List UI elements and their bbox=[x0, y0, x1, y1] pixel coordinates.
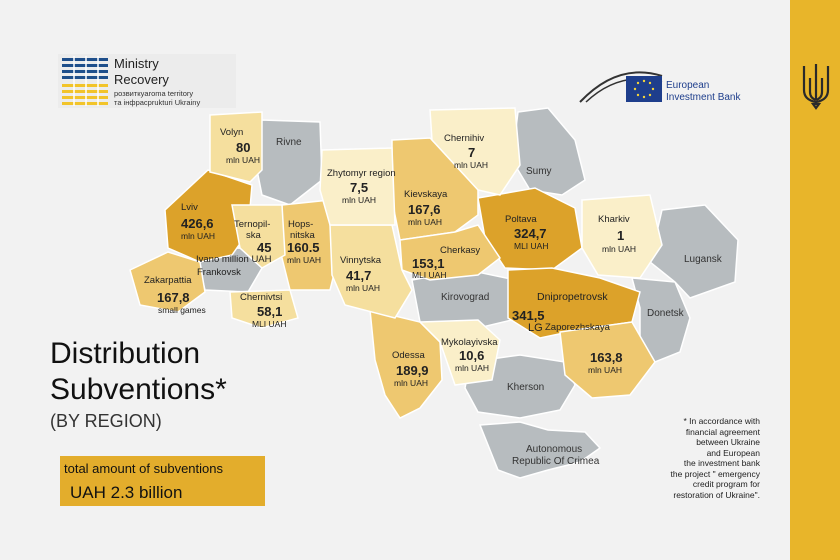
ministry-subtitle-1: розвиткуaroma territory bbox=[114, 89, 193, 98]
mykolaiv-value: 10,6 bbox=[459, 348, 484, 363]
khmelnytska-value: 160.5 bbox=[287, 240, 320, 255]
chernivtsi-value: 58,1 bbox=[257, 304, 282, 319]
total-box: total amount of subventions UAH 2.3 bill… bbox=[60, 456, 265, 506]
title-line-3: (BY REGION) bbox=[50, 408, 300, 434]
chernivtsi-name: Chernivtsi bbox=[240, 292, 282, 303]
side-bar bbox=[790, 0, 840, 560]
footnote-line: the investment bank bbox=[628, 458, 760, 469]
poltava-name: Poltava bbox=[505, 214, 537, 225]
ternopil-name-1: Ternopil- bbox=[234, 219, 270, 230]
ministry-subtitle-2: та інфрасprukturi Ukrainy bbox=[114, 98, 200, 107]
eib-logo: European Investment Bank bbox=[578, 66, 758, 104]
cherkasy-unit: MLI UAH bbox=[412, 270, 446, 280]
zhytomyr-value: 7,5 bbox=[350, 180, 368, 195]
footnote-line: credit program for bbox=[628, 479, 760, 490]
volyn-value: 80 bbox=[236, 140, 250, 155]
chernihiv-unit: mln UAH bbox=[454, 160, 488, 170]
luhansk-name: Lugansk bbox=[684, 254, 723, 265]
dnipro-value: 341,5 bbox=[512, 308, 545, 323]
dnipro-name: Dnipropetrovsk bbox=[537, 291, 608, 303]
volyn-name: Volyn bbox=[220, 127, 243, 138]
volyn-unit: mln UAH bbox=[226, 155, 260, 165]
zakarpattia-unit: small games bbox=[158, 305, 206, 315]
chernivtsi-unit: MLI UAH bbox=[252, 319, 286, 329]
trident-icon bbox=[800, 60, 832, 110]
poltava-unit: MLI UAH bbox=[514, 241, 548, 251]
vinnytsia-value: 41,7 bbox=[346, 268, 371, 283]
mykolaiv-name: Mykolayivska bbox=[441, 337, 498, 348]
ivano-name-2: Frankovsk bbox=[197, 267, 241, 278]
ministry-name-1: Ministry bbox=[114, 56, 159, 71]
kherson-name: Kherson bbox=[507, 382, 544, 393]
footnote: * In accordance with financial agreement… bbox=[628, 416, 760, 500]
khmelnytska-name-1: Hops- bbox=[288, 219, 313, 230]
lviv-value: 426,6 bbox=[181, 216, 214, 231]
total-label: total amount of subventions bbox=[64, 461, 223, 476]
region-rivne bbox=[255, 120, 322, 205]
footnote-line: financial agreement bbox=[628, 427, 760, 438]
odesa-name: Odessa bbox=[392, 350, 425, 361]
title-line-1: Distribution bbox=[50, 336, 300, 372]
eib-name-2: Investment Bank bbox=[666, 92, 740, 103]
chernihiv-name: Chernihiv bbox=[444, 133, 484, 144]
eib-name-1: European bbox=[666, 80, 709, 91]
dnipro-unit: LG bbox=[528, 322, 543, 334]
footnote-line: restoration of Ukraine". bbox=[628, 490, 760, 501]
kyiv-value: 167,6 bbox=[408, 202, 441, 217]
footnote-line: and European bbox=[628, 448, 760, 459]
eib-arc-icon bbox=[578, 66, 664, 104]
kharkiv-unit: mln UAH bbox=[602, 244, 636, 254]
region-sumy bbox=[512, 108, 585, 195]
ministry-name-2: Recovery bbox=[114, 72, 169, 87]
zhytomyr-name: Zhytomyr region bbox=[327, 168, 396, 179]
kharkiv-name: Kharkiv bbox=[598, 214, 630, 225]
ivano-name-1: Ivano million UAH bbox=[196, 254, 272, 265]
zakarpattia-value: 167,8 bbox=[157, 290, 190, 305]
footnote-line: * In accordance with bbox=[628, 416, 760, 427]
sumy-name: Sumy bbox=[526, 166, 552, 177]
odesa-value: 189,9 bbox=[396, 363, 429, 378]
zakarpattia-name: Zakarpattia bbox=[144, 275, 192, 286]
zaporizhzhia-value: 163,8 bbox=[590, 350, 623, 365]
khmelnytska-unit: mln UAH bbox=[287, 255, 321, 265]
cherkasy-name: Cherkasy bbox=[440, 245, 480, 256]
ministry-emblem-icon bbox=[60, 56, 110, 106]
crimea-name-1: Autonomous bbox=[526, 444, 582, 455]
page-title: Distribution Subventions* (BY REGION) bbox=[50, 336, 300, 434]
footnote-line: the project " emergency bbox=[628, 469, 760, 480]
odesa-unit: mln UAH bbox=[394, 378, 428, 388]
cherkasy-value: 153,1 bbox=[412, 256, 445, 271]
kyiv-unit: mln UAH bbox=[408, 217, 442, 227]
rivne-name: Rivne bbox=[276, 137, 302, 148]
chernihiv-value: 7 bbox=[468, 145, 475, 160]
kharkiv-value: 1 bbox=[617, 228, 624, 243]
footnote-line: between Ukraine bbox=[628, 437, 760, 448]
kirovohrad-name: Kirovograd bbox=[441, 292, 489, 303]
mykolaiv-unit: mln UAH bbox=[455, 363, 489, 373]
zhytomyr-unit: mln UAH bbox=[342, 195, 376, 205]
ternopil-value: 45 bbox=[257, 240, 271, 255]
vinnytsia-unit: mln UAH bbox=[346, 283, 380, 293]
zaporizhzhia-name: Zaporezhskaya bbox=[545, 322, 611, 333]
total-value: UAH 2.3 billion bbox=[70, 483, 182, 503]
lviv-unit: mln UAH bbox=[181, 231, 215, 241]
donetsk-name: Donetsk bbox=[647, 308, 685, 319]
ministry-logo: Ministry Recovery розвиткуaroma territor… bbox=[58, 54, 236, 108]
crimea-name-2: Republic Of Crimea bbox=[512, 456, 600, 467]
vinnytsia-name: Vinnytska bbox=[340, 255, 382, 266]
kyiv-name: Kievskaya bbox=[404, 189, 448, 200]
title-line-2: Subventions* bbox=[50, 372, 300, 408]
poltava-value: 324,7 bbox=[514, 226, 547, 241]
zaporizhzhia-unit: mln UAH bbox=[588, 365, 622, 375]
lviv-name: Lviv bbox=[181, 202, 198, 213]
